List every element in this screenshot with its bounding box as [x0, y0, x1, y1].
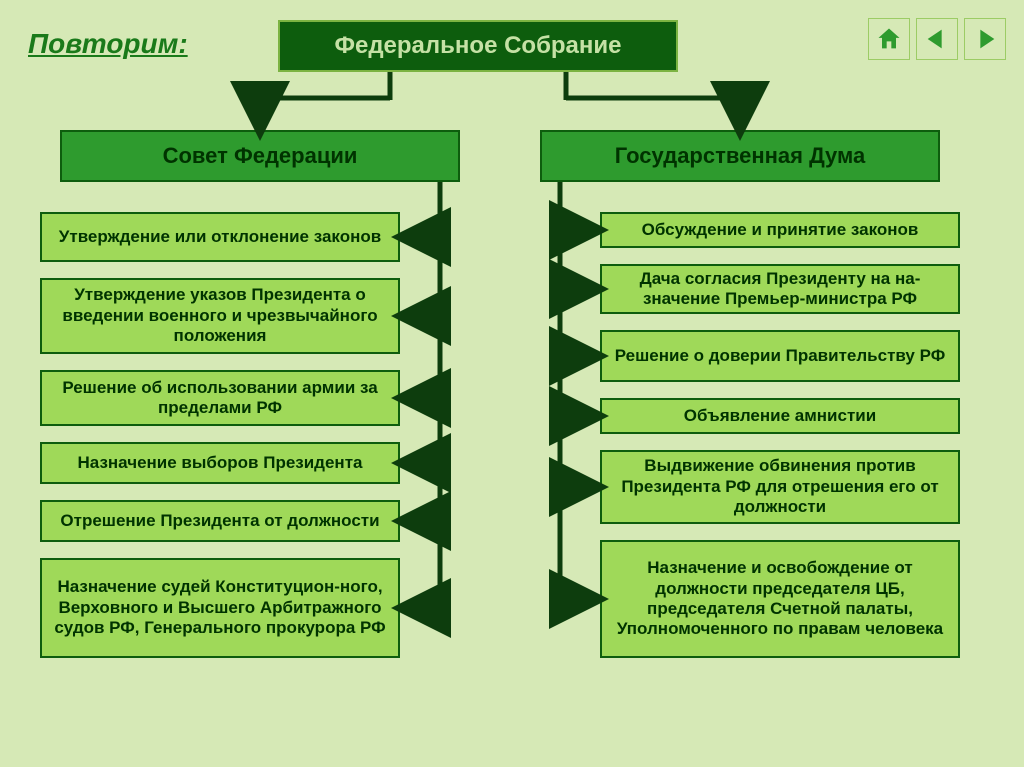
left-branch-header: Совет Федерации: [60, 130, 460, 182]
right-item-5: Назначение и освобождение от должности п…: [600, 540, 960, 658]
right-item-3: Объявление амнистии: [600, 398, 960, 434]
left-item-1: Утверждение указов Президента о введении…: [40, 278, 400, 354]
left-item-0: Утверждение или отклонение законов: [40, 212, 400, 262]
prev-icon[interactable]: [916, 18, 958, 60]
right-item-0: Обсуждение и принятие законов: [600, 212, 960, 248]
left-item-2: Решение об использовании армии за предел…: [40, 370, 400, 426]
right-item-4: Выдвижение обвинения против Президента Р…: [600, 450, 960, 524]
next-icon[interactable]: [964, 18, 1006, 60]
right-item-1: Дача согласия Президенту на на-значение …: [600, 264, 960, 314]
left-item-5: Назначение судей Конституцион-ного, Верх…: [40, 558, 400, 658]
page-title: Повторим:: [28, 28, 188, 60]
home-icon[interactable]: [868, 18, 910, 60]
root-node: Федеральное Собрание: [278, 20, 678, 72]
left-item-3: Назначение выборов Президента: [40, 442, 400, 484]
left-item-4: Отрешение Президента от должности: [40, 500, 400, 542]
nav-icons: [868, 18, 1006, 60]
right-branch-header: Государственная Дума: [540, 130, 940, 182]
right-item-2: Решение о доверии Правительству РФ: [600, 330, 960, 382]
